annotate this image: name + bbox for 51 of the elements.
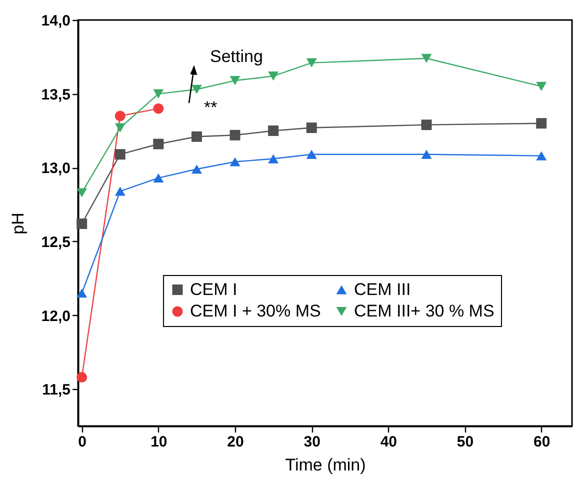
point	[114, 149, 126, 160]
x-tick-label: 60	[534, 434, 550, 450]
x-axis-title: Time (min)	[285, 456, 366, 474]
point	[536, 82, 547, 91]
point	[76, 188, 88, 198]
point	[153, 89, 164, 98]
point	[268, 72, 279, 81]
point	[306, 150, 317, 159]
x-tick-label: 50	[456, 434, 474, 450]
y-axis-title: pH	[8, 212, 28, 234]
x-tick-label: 20	[227, 434, 244, 450]
point	[76, 372, 88, 383]
point	[230, 130, 240, 140]
point	[536, 151, 547, 160]
annotation: Setting	[210, 47, 263, 66]
point	[114, 186, 126, 196]
annotation: **	[204, 98, 218, 117]
point	[268, 125, 279, 136]
point	[230, 76, 240, 86]
point	[306, 58, 317, 68]
x-tick-label: 40	[380, 434, 398, 450]
legend-label: CEM III+ 30 % MS	[354, 302, 494, 320]
point	[191, 131, 202, 142]
point	[536, 118, 547, 129]
point	[421, 54, 432, 63]
point	[114, 110, 126, 122]
point	[306, 122, 317, 134]
x-tick-label: 10	[150, 434, 168, 450]
y-tick-label: 11,5	[42, 382, 70, 399]
point	[268, 154, 279, 164]
x-tick-label: 0	[78, 434, 86, 450]
point	[114, 123, 126, 132]
y-tick-label: 12,5	[41, 234, 70, 251]
legend-label: CEM III	[354, 280, 411, 299]
legend-label: CEM I + 30% MS	[190, 302, 321, 320]
y-tick-label: 14,0	[41, 12, 70, 30]
point	[191, 164, 202, 174]
x-tick-label: 30	[304, 434, 320, 450]
point	[153, 173, 164, 183]
point	[76, 218, 88, 229]
y-tick-label: 13,5	[41, 86, 70, 104]
point	[153, 103, 164, 114]
point	[153, 138, 164, 150]
point	[421, 150, 432, 159]
point	[191, 84, 202, 94]
point	[230, 157, 240, 166]
y-tick-label: 12,0	[41, 308, 70, 325]
legend-label: CEM I	[190, 280, 238, 299]
point	[421, 120, 432, 130]
point	[76, 288, 88, 298]
y-tick-label: 13,0	[41, 160, 70, 178]
